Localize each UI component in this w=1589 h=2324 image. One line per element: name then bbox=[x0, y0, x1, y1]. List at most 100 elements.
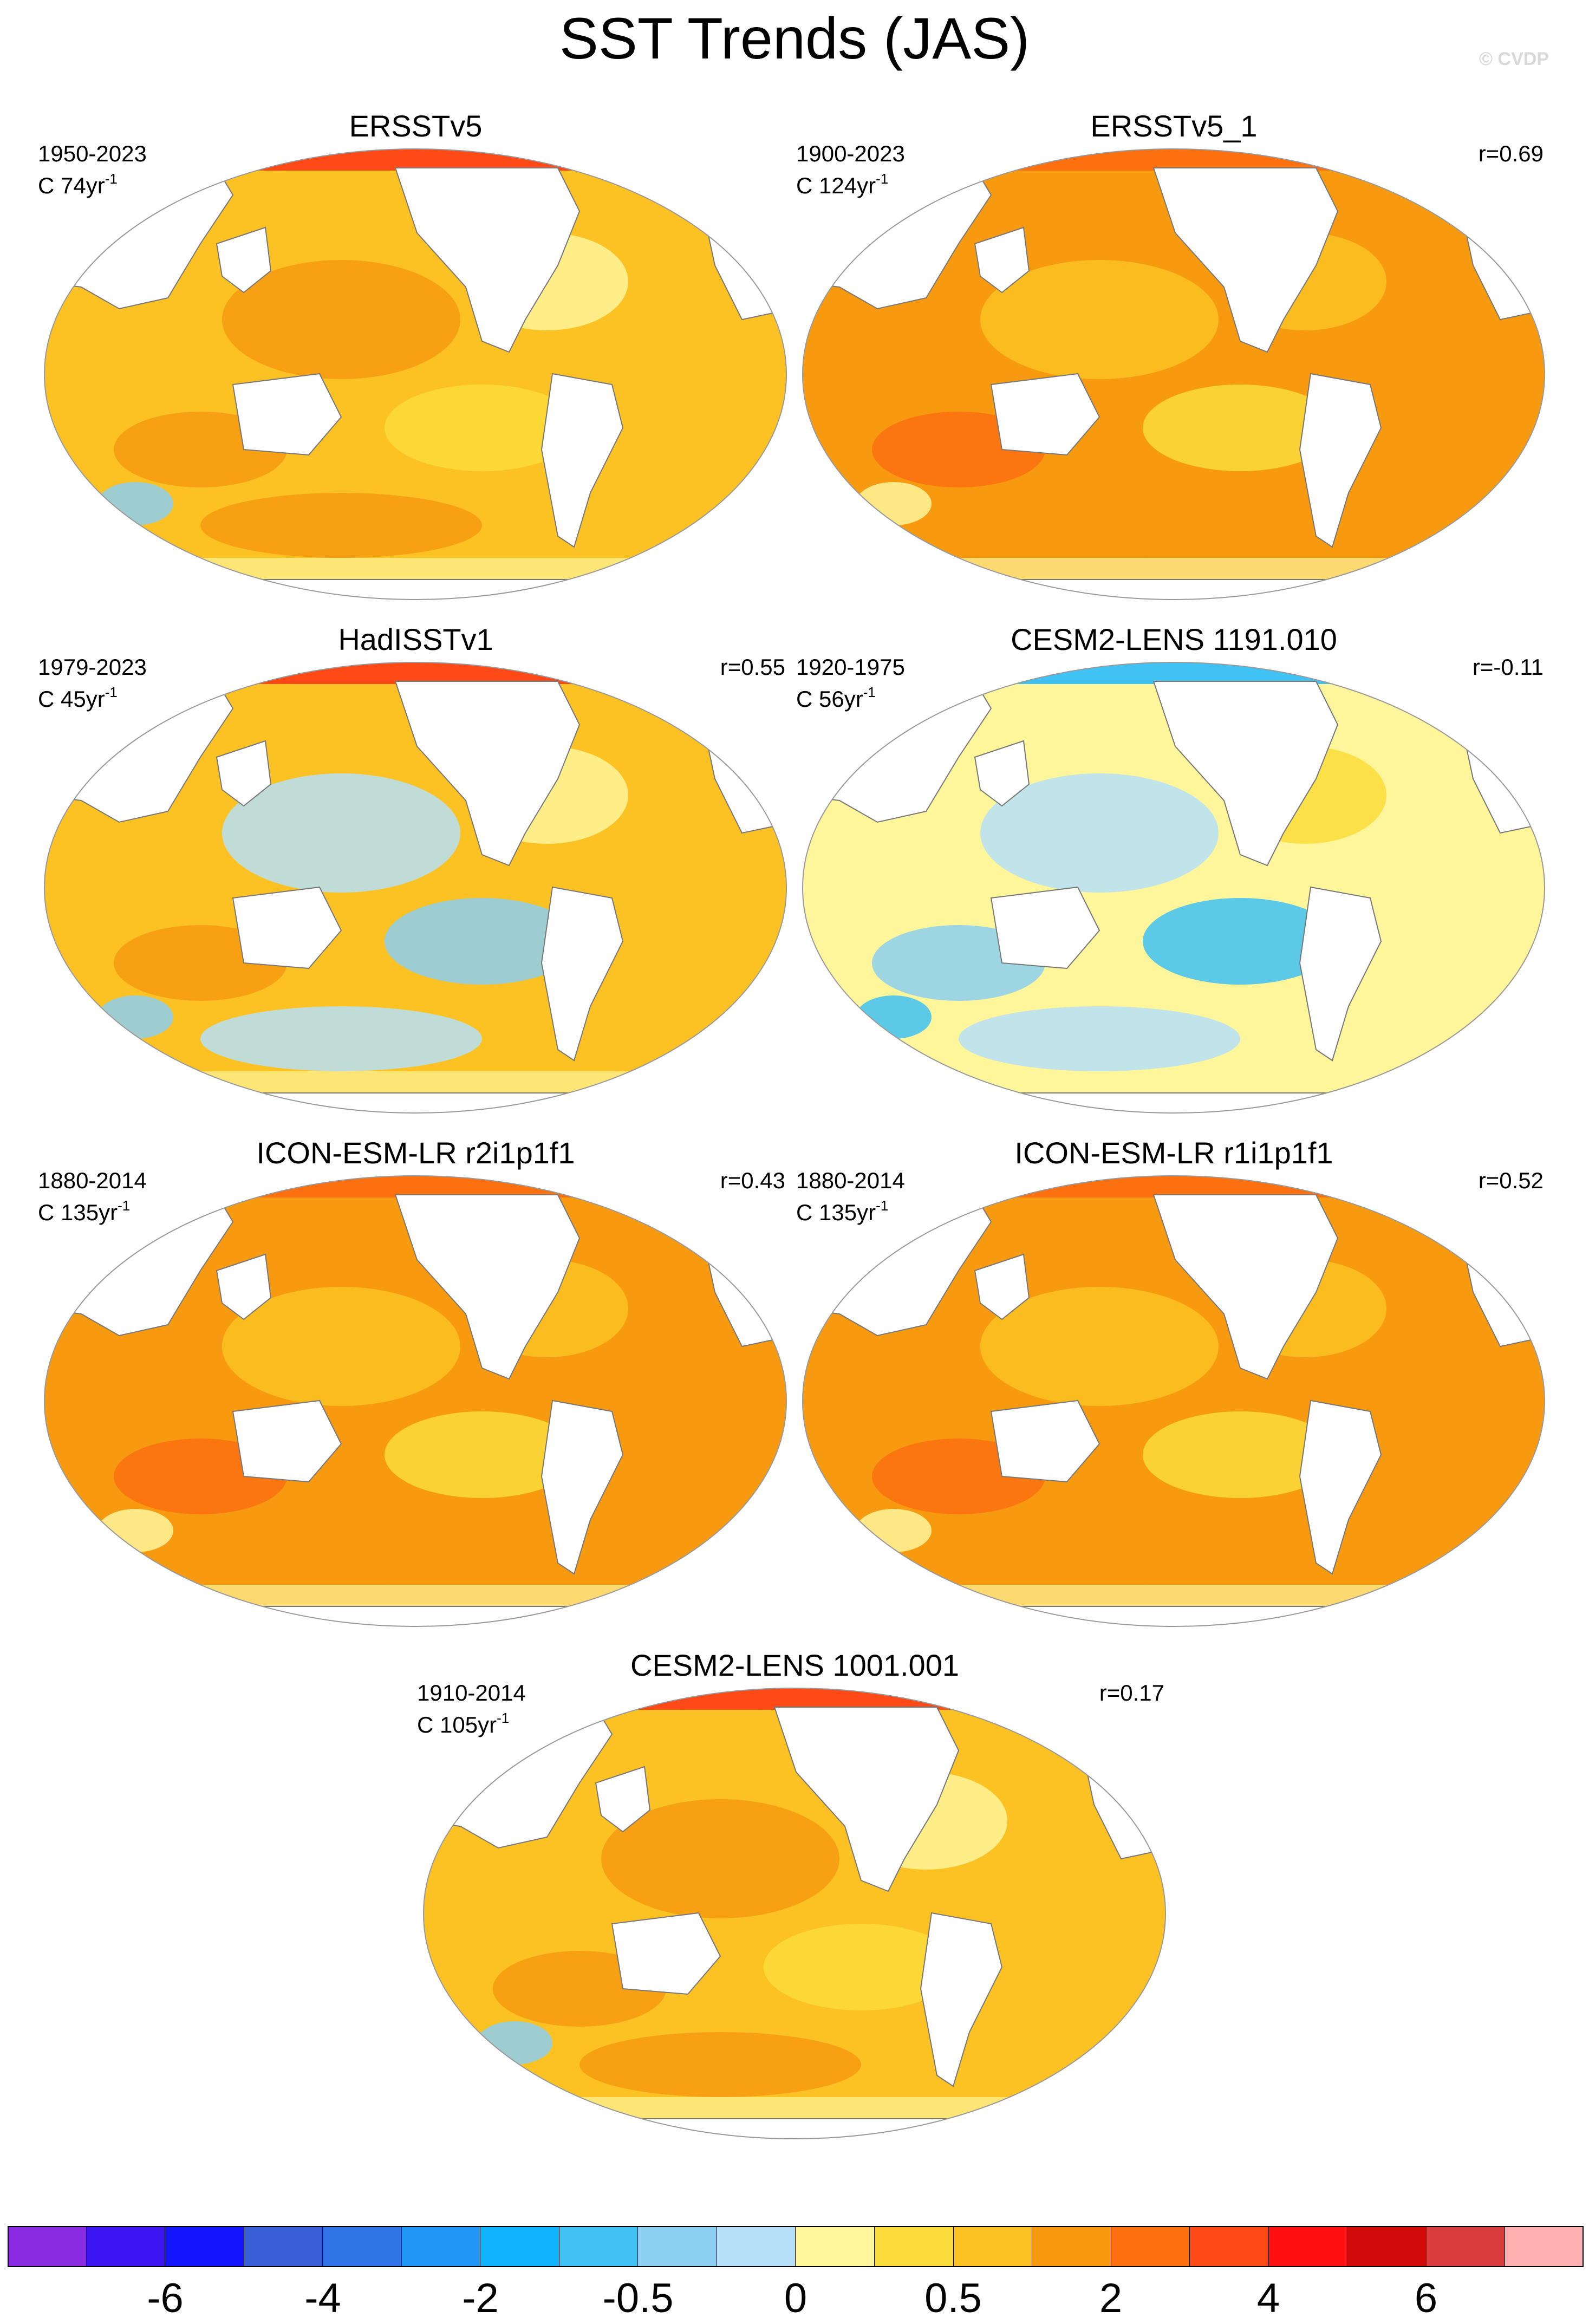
colorbar-tick-label: -2 bbox=[462, 2275, 499, 2321]
land-mass bbox=[1299, 1399, 1382, 1575]
trend-anomaly-region bbox=[1143, 385, 1338, 471]
sst-trend-map bbox=[423, 1688, 1166, 2139]
land-mass bbox=[232, 373, 342, 456]
land-mass bbox=[540, 1399, 624, 1575]
land-mass bbox=[44, 1092, 786, 1113]
trend-unit-label: C 74yr-1 bbox=[38, 166, 118, 199]
map-panel: HadISSTv1 1979-2023 C 45yr-1 r=0.55 bbox=[38, 622, 793, 1114]
land-mass bbox=[540, 886, 624, 1062]
sst-trend-map bbox=[44, 148, 787, 600]
land-mass bbox=[920, 1912, 1003, 2087]
colorbar-segment bbox=[875, 2226, 954, 2267]
trend-anomaly-region bbox=[959, 493, 1240, 558]
map-panel: ERSSTv5 1950-2023 C 74yr-1 bbox=[38, 108, 793, 600]
colorbar-segment bbox=[796, 2226, 875, 2267]
trend-anomaly-region bbox=[980, 773, 1219, 893]
colorbar-segment bbox=[1268, 2226, 1348, 2267]
land-mass bbox=[394, 681, 581, 867]
arctic-band bbox=[932, 149, 1419, 171]
land-mass bbox=[1299, 886, 1382, 1062]
trend-unit-exponent: -1 bbox=[876, 171, 889, 187]
trend-unit-label: C 135yr-1 bbox=[796, 1193, 888, 1226]
land-mass bbox=[974, 1253, 1030, 1320]
colorbar-segment bbox=[953, 2226, 1033, 2267]
map-panel: ICON-ESM-LR r2i1p1f1 1880-2014 C 135yr-1 r=… bbox=[38, 1135, 793, 1627]
land-mass bbox=[232, 1399, 342, 1483]
colorbar-segment bbox=[559, 2226, 639, 2267]
trend-anomaly-region bbox=[959, 1006, 1240, 1071]
land-mass bbox=[216, 226, 272, 294]
arctic-band bbox=[932, 1176, 1419, 1197]
pattern-correlation: r=0.43 bbox=[720, 1168, 785, 1193]
trend-unit-text: C 124yr bbox=[796, 173, 876, 198]
map-boundary bbox=[44, 148, 787, 600]
trend-anomaly-region bbox=[200, 493, 482, 558]
trend-unit-label: C 56yr-1 bbox=[796, 679, 876, 712]
ocean-field bbox=[803, 1176, 1545, 1626]
trend-anomaly-region bbox=[385, 1411, 579, 1498]
trend-anomaly-region bbox=[222, 1287, 460, 1406]
trend-unit-text: C 105yr bbox=[417, 1712, 497, 1737]
trend-anomaly-region bbox=[856, 995, 932, 1039]
period-label: 1880-2014 bbox=[796, 1168, 905, 1193]
trend-anomaly-region bbox=[385, 385, 579, 471]
map-boundary bbox=[44, 1175, 787, 1627]
land-mass bbox=[990, 373, 1100, 456]
colorbar-segment bbox=[638, 2226, 717, 2267]
map-boundary bbox=[44, 662, 787, 1114]
map-panel: CESM2-LENS 1191.010 1920-1975 C 56yr-1 r=-0… bbox=[796, 622, 1552, 1114]
trend-unit-label: C 135yr-1 bbox=[38, 1193, 130, 1226]
trend-unit-exponent: -1 bbox=[876, 1197, 889, 1214]
colorbar-segment bbox=[1190, 2226, 1269, 2267]
trend-unit-exponent: -1 bbox=[105, 171, 118, 187]
arctic-band bbox=[552, 1688, 1040, 1710]
trend-anomaly-region bbox=[1143, 1411, 1338, 1498]
colorbar-segment bbox=[1505, 2226, 1584, 2267]
colorbar-segment bbox=[8, 2226, 87, 2267]
land-mass bbox=[232, 886, 342, 969]
trend-anomaly-region bbox=[601, 1799, 839, 1918]
land-mass bbox=[44, 579, 786, 600]
period-label: 1900-2023 bbox=[796, 141, 905, 166]
trend-unit-text: C 74yr bbox=[38, 173, 105, 198]
colorbar-segment bbox=[717, 2226, 796, 2267]
colorbar-tick-label: 0 bbox=[784, 2275, 807, 2321]
ocean-field bbox=[44, 1176, 786, 1626]
land-mass bbox=[595, 1766, 651, 1833]
trend-anomaly-region bbox=[980, 1287, 1219, 1406]
period-label: 1920-1975 bbox=[796, 654, 905, 680]
sst-trend-map bbox=[802, 662, 1545, 1114]
figure-title: SST Trends (JAS) bbox=[559, 5, 1030, 71]
trend-anomaly-region bbox=[959, 1520, 1240, 1585]
land-mass bbox=[990, 1399, 1100, 1483]
arctic-band bbox=[173, 1176, 661, 1197]
ocean-field bbox=[803, 149, 1545, 600]
map-boundary bbox=[802, 148, 1545, 600]
panel-title: HadISSTv1 bbox=[338, 622, 493, 656]
map-boundary bbox=[802, 662, 1545, 1114]
land-mass bbox=[540, 373, 624, 548]
land-mass bbox=[974, 226, 1030, 294]
trend-unit-text: C 56yr bbox=[796, 686, 863, 712]
map-panel: ERSSTv5_1 1900-2023 C 124yr-1 r=0.69 bbox=[796, 108, 1552, 600]
colorbar-segment bbox=[323, 2226, 402, 2267]
trend-unit-label: C 124yr-1 bbox=[796, 166, 888, 199]
map-panel: ICON-ESM-LR r1i1p1f1 1880-2014 C 135yr-1 r=… bbox=[796, 1135, 1552, 1627]
ocean-field bbox=[44, 149, 786, 600]
period-label: 1880-2014 bbox=[38, 1168, 147, 1193]
trend-anomaly-region bbox=[200, 1520, 482, 1585]
sst-trend-map bbox=[44, 662, 787, 1114]
land-mass bbox=[1152, 167, 1339, 353]
period-label: 1910-2014 bbox=[417, 1680, 526, 1705]
colorbar-segment bbox=[401, 2226, 481, 2267]
colorbar-tick-label: 6 bbox=[1414, 2275, 1438, 2321]
trend-anomaly-region bbox=[200, 1006, 482, 1071]
trend-anomaly-region bbox=[97, 995, 173, 1039]
trend-unit-exponent: -1 bbox=[118, 1197, 131, 1214]
trend-anomaly-region bbox=[385, 898, 579, 985]
trend-unit-exponent: -1 bbox=[497, 1710, 510, 1726]
pattern-correlation: r=-0.11 bbox=[1472, 654, 1544, 680]
trend-unit-exponent: -1 bbox=[863, 684, 876, 700]
trend-anomaly-region bbox=[856, 1509, 932, 1552]
trend-unit-label: C 105yr-1 bbox=[417, 1705, 509, 1738]
